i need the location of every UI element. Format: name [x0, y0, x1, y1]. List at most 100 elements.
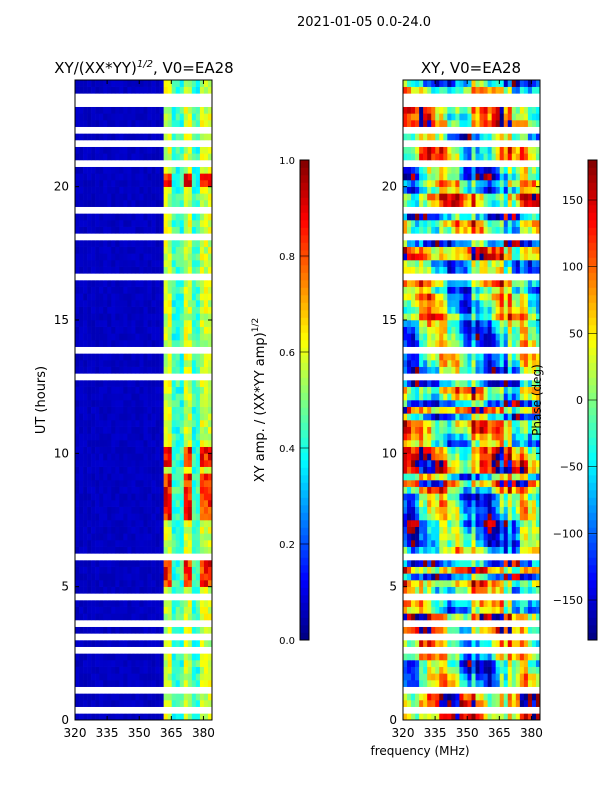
heatmap-cell — [431, 520, 436, 527]
heatmap-cell — [119, 180, 124, 187]
heatmap-cell — [159, 126, 164, 134]
heatmap-cell — [203, 680, 209, 687]
heatmap-cell — [179, 280, 185, 287]
heatmap-cell — [143, 646, 148, 654]
heatmap-cell — [467, 693, 472, 701]
heatmap-cell — [171, 186, 177, 194]
heatmap-cell — [495, 526, 501, 534]
heatmap-cell — [79, 480, 84, 487]
heatmap-cell — [175, 413, 181, 421]
heatmap-cell — [507, 646, 513, 654]
heatmap-cell — [131, 493, 136, 501]
heatmap-cell — [523, 426, 529, 434]
heatmap-cell — [431, 546, 436, 554]
heatmap-cell — [471, 580, 476, 587]
heatmap-cell — [147, 146, 152, 154]
heatmap-cell — [91, 86, 96, 94]
heatmap-cell — [175, 560, 181, 567]
heatmap-cell — [87, 120, 92, 127]
heatmap-cell — [155, 393, 160, 401]
heatmap-cell — [131, 166, 136, 174]
heatmap-cell — [423, 433, 428, 441]
heatmap-cell — [403, 700, 408, 707]
heatmap-cell — [107, 406, 112, 414]
heatmap-cell — [527, 413, 533, 421]
heatmap-cell — [111, 153, 116, 161]
heatmap-cell — [95, 653, 100, 661]
heatmap-cell — [471, 680, 476, 687]
heatmap-cell — [87, 400, 92, 407]
heatmap-cell — [207, 493, 213, 501]
heatmap-cell — [95, 153, 100, 161]
heatmap-cell — [103, 566, 108, 574]
heatmap-cell — [151, 366, 156, 374]
heatmap-cell — [167, 106, 173, 114]
heatmap-cell — [111, 560, 116, 567]
heatmap-cell — [151, 220, 156, 227]
heatmap-cell — [175, 500, 181, 507]
heatmap-cell — [103, 600, 108, 607]
heatmap-cell — [123, 633, 128, 641]
heatmap-cell — [91, 526, 96, 534]
heatmap-cell — [135, 120, 140, 127]
heatmap-cell — [503, 433, 509, 441]
heatmap-cell — [203, 106, 209, 114]
heatmap-cell — [195, 306, 201, 314]
heatmap-cell — [479, 426, 484, 434]
heatmap-cell — [79, 146, 84, 154]
heatmap-cell — [111, 686, 116, 694]
heatmap-cell — [491, 406, 496, 414]
heatmap-cell — [127, 266, 132, 274]
heatmap-cell — [203, 186, 209, 194]
heatmap-cell — [191, 166, 197, 174]
heatmap-cell — [131, 466, 136, 474]
heatmap-cell — [495, 653, 501, 661]
heatmap-cell — [163, 160, 168, 167]
heatmap-cell — [175, 573, 181, 581]
heatmap-cell — [87, 606, 92, 614]
heatmap-cell — [111, 680, 116, 687]
heatmap-cell — [475, 593, 480, 601]
heatmap-cell — [435, 440, 440, 447]
heatmap-cell — [135, 113, 140, 121]
heatmap-cell — [443, 493, 448, 501]
heatmap-cell — [135, 640, 140, 647]
heatmap-cell — [163, 586, 168, 594]
heatmap-cell — [99, 233, 104, 241]
heatmap-cell — [123, 540, 128, 547]
heatmap-cell — [83, 586, 88, 594]
heatmap-cell — [155, 140, 160, 147]
heatmap-cell — [491, 466, 496, 474]
heatmap-cell — [171, 300, 177, 307]
heatmap-cell — [515, 680, 521, 687]
heatmap-cell — [163, 420, 168, 427]
heatmap-cell — [99, 546, 104, 554]
heatmap-cell — [459, 400, 464, 407]
heatmap-cell — [419, 693, 424, 701]
heatmap-cell — [111, 113, 116, 121]
heatmap-cell — [435, 693, 440, 701]
heatmap-cell — [187, 560, 193, 567]
heatmap-cell — [163, 700, 168, 707]
heatmap-cell — [463, 553, 468, 561]
heatmap-cell — [119, 266, 124, 274]
heatmap-cell — [419, 560, 424, 567]
heatmap-cell — [163, 706, 168, 714]
heatmap-cell — [119, 540, 124, 547]
heatmap-cell — [131, 313, 136, 321]
heatmap-cell — [139, 540, 144, 547]
heatmap-cell — [191, 213, 197, 221]
heatmap-cell — [155, 266, 160, 274]
heatmap-cell — [75, 600, 80, 607]
heatmap-cell — [523, 626, 529, 634]
heatmap-cell — [131, 673, 136, 681]
heatmap-cell — [207, 660, 213, 667]
heatmap-cell — [91, 660, 96, 667]
heatmap-cell — [115, 126, 120, 134]
heatmap-cell — [439, 500, 444, 507]
heatmap-cell — [171, 506, 177, 514]
heatmap-cell — [199, 206, 205, 214]
heatmap-cell — [127, 233, 132, 241]
heatmap-cell — [411, 506, 416, 514]
heatmap-cell — [207, 173, 213, 181]
